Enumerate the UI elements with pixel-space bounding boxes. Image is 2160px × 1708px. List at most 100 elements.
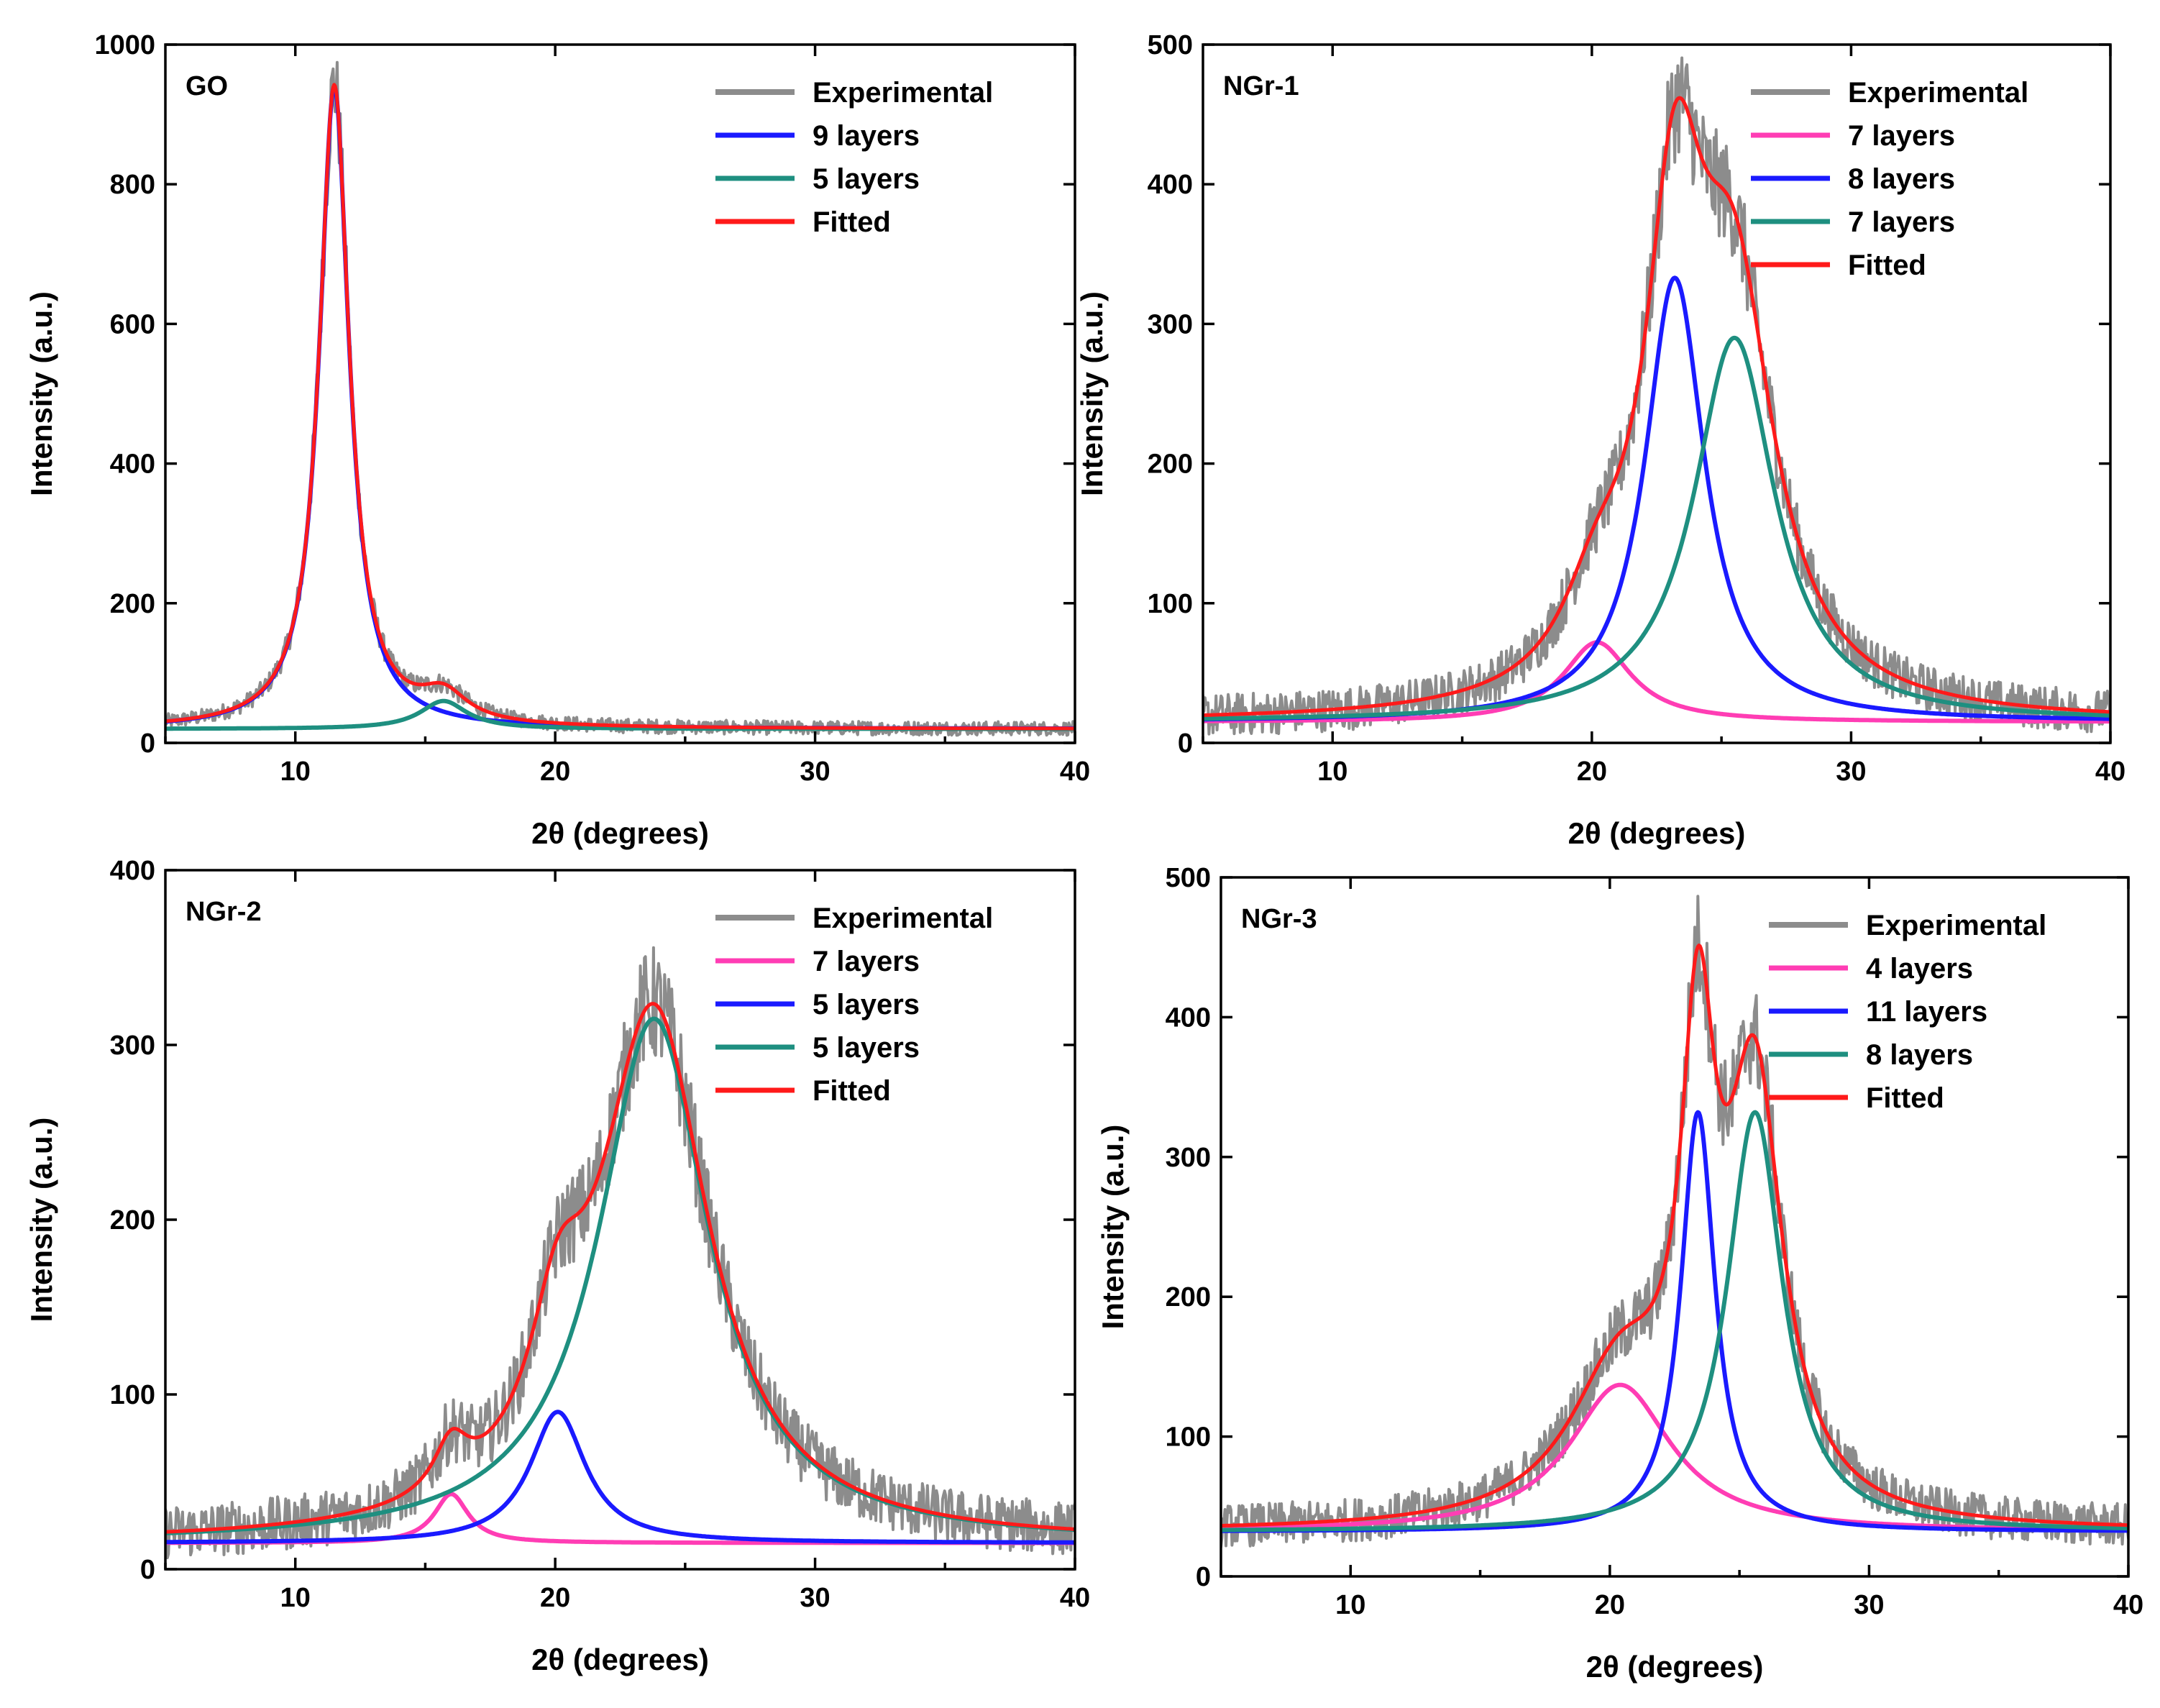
y-tick-label: 200 [1166,1282,1211,1312]
x-tick-label: 30 [800,1583,830,1613]
y-tick-label: 600 [110,309,155,339]
plot-frame [164,869,1076,1571]
y-tick-label: 100 [110,1380,155,1410]
series-line-experimental-0 [165,946,1075,1560]
legend-label: Fitted [813,206,891,238]
plot-frame [164,43,1076,744]
x-tick-label: 30 [1836,757,1866,787]
legend-label: Fitted [1848,250,1926,281]
series-line-component-1 [1221,1382,2128,1532]
y-tick-label: 1000 [94,30,155,60]
y-tick-label: 0 [1178,729,1193,759]
x-axis-title: 2θ (degrees) [1586,1650,1764,1684]
x-tick-label: 40 [1060,1583,1090,1613]
y-tick-label: 200 [110,589,155,619]
y-tick-label: 0 [140,729,155,759]
x-tick-label: 10 [1335,1590,1365,1620]
y-axis-title: Intensity (a.u.) [24,291,58,496]
y-tick-label: 400 [1166,1003,1211,1033]
x-tick-label: 30 [800,757,830,787]
legend-label: 9 layers [813,120,920,152]
series-line-fitted-4 [1221,944,2128,1527]
x-tick-label: 30 [1854,1590,1884,1620]
y-tick-label: 300 [1148,309,1193,339]
series-line-component-3 [1203,335,2110,721]
legend-label: Experimental [1848,77,2028,109]
legend: Experimental 9 layers 5 layers Fitted [715,77,993,238]
x-tick-label: 20 [540,1583,570,1613]
plot-area [1221,895,2128,1548]
y-tick-label: 100 [1166,1422,1211,1453]
series-line-experimental-0 [165,60,1075,737]
series-line-component-2 [1203,275,2110,722]
series-line-component-2 [165,1410,1075,1545]
legend-label: 7 layers [813,946,920,977]
x-tick-label: 20 [540,757,570,787]
legend: Experimental 7 layers 8 layers 7 layers Fitt… [1751,77,2028,281]
x-tick-label: 10 [1317,757,1347,787]
legend-label: Fitted [813,1075,891,1107]
y-axis-title: Intensity (a.u.) [24,1118,58,1323]
legend-label: 5 layers [813,989,920,1020]
y-tick-label: 400 [1148,170,1193,200]
y-tick-label: 800 [110,170,155,200]
plot-area [1203,56,2110,736]
legend-label: 5 layers [813,163,920,195]
legend-label: 8 layers [1848,163,1955,195]
y-tick-label: 500 [1148,30,1193,60]
x-axis-title: 2θ (degrees) [531,816,709,850]
legend-label: 4 layers [1866,953,1973,985]
y-tick-label: 400 [110,449,155,480]
y-tick-label: 300 [110,1031,155,1061]
series-line-component-1 [1203,640,2110,724]
panel-label: NGr-2 [186,897,262,927]
y-axis-title: Intensity (a.u.) [1075,291,1109,496]
legend-label: 5 layers [813,1032,920,1064]
series-line-experimental-0 [1203,56,2110,736]
legend-label: Fitted [1866,1082,1944,1114]
series-line-component-3 [1221,1110,2128,1533]
series-line-fitted-4 [165,1002,1075,1534]
y-tick-label: 200 [110,1205,155,1236]
panel-label: NGr-3 [1241,904,1317,934]
y-tick-label: 100 [1148,589,1193,619]
plot-area [165,946,1075,1560]
series-line-fitted-4 [1203,96,2110,717]
plot-frame [1219,876,2130,1578]
x-tick-label: 40 [1060,757,1090,787]
y-tick-label: 200 [1148,449,1193,480]
y-tick-label: 300 [1166,1143,1211,1173]
legend: Experimental 7 layers 5 layers 5 layers Fitt… [715,903,993,1107]
x-tick-label: 40 [2095,757,2125,787]
legend-label: Experimental [813,77,993,109]
x-axis-title: 2θ (degrees) [531,1643,709,1676]
x-tick-label: 10 [280,757,311,787]
legend-label: Experimental [813,903,993,934]
legend-label: 7 layers [1848,206,1955,238]
x-tick-label: 10 [280,1583,311,1613]
legend-label: 8 layers [1866,1039,1973,1071]
x-tick-label: 20 [1595,1590,1625,1620]
x-axis-title: 2θ (degrees) [1568,816,1746,850]
plot-area [165,60,1075,737]
y-axis-title: Intensity (a.u.) [1096,1125,1130,1330]
x-tick-label: 40 [2113,1590,2143,1620]
legend-label: 11 layers [1866,996,1987,1028]
y-tick-label: 500 [1166,863,1211,893]
panel-label: NGr-1 [1223,71,1299,101]
y-tick-label: 0 [1196,1562,1211,1592]
y-tick-label: 0 [140,1555,155,1585]
plot-frame [1202,43,2112,744]
y-tick-label: 400 [110,856,155,886]
series-line-fitted-3 [165,83,1075,731]
legend: Experimental 4 layers 11 layers 8 layers Fit… [1769,910,2046,1114]
series-line-component-1 [165,84,1075,731]
legend-label: Experimental [1866,910,2046,941]
panel-label: GO [186,71,228,101]
x-tick-label: 20 [1577,757,1607,787]
